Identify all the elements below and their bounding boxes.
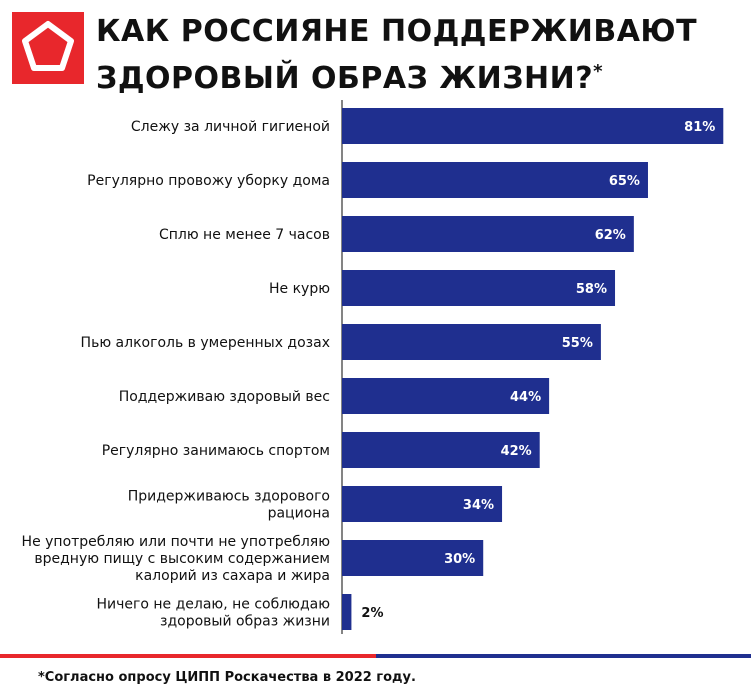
pentagon-logo-icon xyxy=(12,12,84,84)
bar xyxy=(342,594,352,630)
title-line-1: КАК РОССИЯНЕ ПОДДЕРЖИВАЮТ xyxy=(96,14,698,49)
chart-title: КАК РОССИЯНЕ ПОДДЕРЖИВАЮТ ЗДОРОВЫЙ ОБРАЗ… xyxy=(96,12,736,99)
category-label: Не курю xyxy=(269,281,330,297)
category-label: Регулярно занимаюсь спортом xyxy=(102,443,330,459)
category-label-line: Не курю xyxy=(269,281,330,297)
bar xyxy=(342,540,484,576)
title-line-2-text: ЗДОРОВЫЙ ОБРАЗ ЖИЗНИ? xyxy=(96,61,594,96)
category-label-line: Сплю не менее 7 часов xyxy=(159,227,330,243)
bar xyxy=(342,270,616,306)
bar xyxy=(342,486,503,522)
category-label: Регулярно провожу уборку дома xyxy=(87,173,330,189)
category-label-line: Не употребляю или почти не употребляю xyxy=(22,534,331,550)
bar xyxy=(342,162,648,198)
category-label: Поддерживаю здоровый вес xyxy=(119,389,330,405)
category-label: Сплю не менее 7 часов xyxy=(159,227,330,243)
category-label: Придерживаюсь здорового рациона xyxy=(128,489,330,522)
category-label-line: Пью алкоголь в умеренных дозах xyxy=(81,335,330,351)
category-label-line: Придерживаюсь здорового xyxy=(128,489,330,505)
category-label-line: рациона xyxy=(268,506,330,522)
footer-divider xyxy=(0,654,751,658)
data-label: 81% xyxy=(684,120,715,135)
data-label: 2% xyxy=(361,606,383,621)
footer-divider-red xyxy=(0,654,376,658)
data-label: 44% xyxy=(510,390,541,405)
footnote: *Согласно опросу ЦИПП Роскачества в 2022… xyxy=(38,670,416,685)
category-label-line: здоровый образ жизни xyxy=(160,614,330,630)
bar xyxy=(342,108,724,144)
category-label-line: калорий из сахара и жира xyxy=(135,568,330,584)
category-label-line: вредную пищу с высоким содержанием xyxy=(34,551,330,567)
category-label: Не употребляю или почти не употребляю вре… xyxy=(22,534,331,584)
data-label: 55% xyxy=(562,336,593,351)
footer-divider-blue xyxy=(376,654,751,658)
bar xyxy=(342,216,634,252)
title-line-2: ЗДОРОВЫЙ ОБРАЗ ЖИЗНИ?* xyxy=(96,52,736,99)
bar xyxy=(342,324,601,360)
data-label: 34% xyxy=(463,498,494,513)
category-label-line: Ничего не делаю, не соблюдаю xyxy=(97,597,331,613)
data-label: 58% xyxy=(576,282,607,297)
bar xyxy=(342,432,540,468)
bar xyxy=(342,378,550,414)
category-label-line: Слежу за личной гигиеной xyxy=(131,119,330,135)
category-label-line: Регулярно занимаюсь спортом xyxy=(102,443,330,459)
data-label: 30% xyxy=(444,552,475,567)
category-label: Ничего не делаю, не соблюдаю здоровый обр… xyxy=(97,597,331,630)
category-label: Слежу за личной гигиеной xyxy=(131,119,330,135)
data-label: 65% xyxy=(609,174,640,189)
category-label: Пью алкоголь в умеренных дозах xyxy=(81,335,330,351)
title-footnote-mark: * xyxy=(593,61,604,82)
bar-chart: 81% Слежу за личной гигиеной 65% Регулярно … xyxy=(22,100,724,634)
data-label: 42% xyxy=(501,444,532,459)
category-label-line: Поддерживаю здоровый вес xyxy=(119,389,330,405)
category-label-line: Регулярно провожу уборку дома xyxy=(87,173,330,189)
data-label: 62% xyxy=(595,228,626,243)
